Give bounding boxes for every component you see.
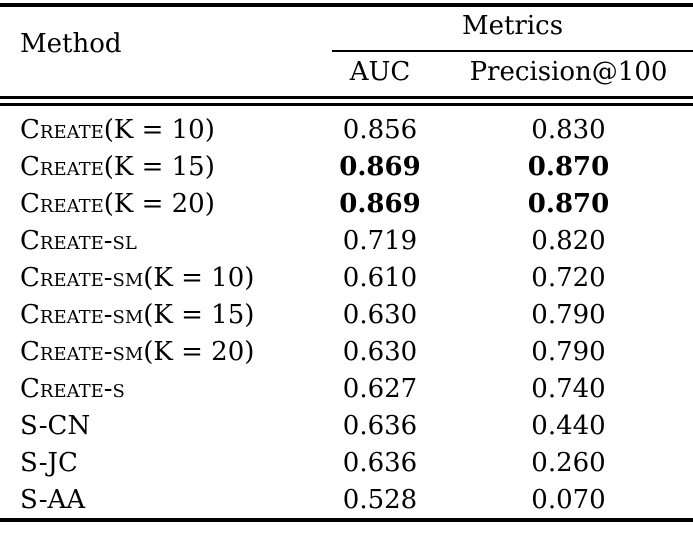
auc-cell: 0.610 <box>342 262 418 293</box>
table-row: Create(K = 10) 0.856 0.830 <box>0 111 693 148</box>
method-cell: Create-sm(K = 20) <box>20 336 255 367</box>
column-header-auc: AUC <box>332 50 428 106</box>
header-row-columns: AUC Precision@100 <box>0 50 693 106</box>
auc-cell: 0.856 <box>342 114 418 145</box>
table-row: S-CN 0.636 0.440 <box>0 407 693 444</box>
tbody-top-spacer <box>0 101 693 111</box>
precision-cell: 0.070 <box>531 484 606 515</box>
method-cell: S-AA <box>20 484 86 515</box>
auc-cell: 0.636 <box>342 410 418 441</box>
precision-cell: 0.740 <box>531 373 606 404</box>
header-row-group: Method Metrics <box>0 5 693 106</box>
precision-cell: 0.870 <box>527 188 610 219</box>
table-row: S-JC 0.636 0.260 <box>0 444 693 481</box>
table-row: Create-s 0.627 0.740 <box>0 370 693 407</box>
method-cell: Create(K = 10) <box>20 114 215 145</box>
table-row: Create(K = 15) 0.869 0.870 <box>0 148 693 185</box>
auc-cell: 0.636 <box>342 447 418 478</box>
table-row: Create-sm(K = 20) 0.630 0.790 <box>0 333 693 370</box>
precision-cell: 0.830 <box>531 114 606 145</box>
method-cell: Create-sm(K = 15) <box>20 299 255 330</box>
precision-cell: 0.260 <box>531 447 606 478</box>
column-header-method: Method <box>0 5 332 106</box>
table-row: Create(K = 20) 0.869 0.870 <box>0 185 693 222</box>
table-body: Create(K = 10) 0.856 0.830 Create(K = 15… <box>0 101 693 520</box>
auc-cell: 0.528 <box>342 484 418 515</box>
method-cell: Create(K = 15) <box>20 151 215 182</box>
auc-cell: 0.869 <box>339 188 421 219</box>
table-row: Create-sm(K = 15) 0.630 0.790 <box>0 296 693 333</box>
method-cell: Create-s <box>20 373 125 404</box>
auc-cell: 0.630 <box>342 299 418 330</box>
column-header-precision: Precision@100 <box>428 50 693 106</box>
method-cell: Create-sm(K = 10) <box>20 262 255 293</box>
method-cell: S-CN <box>20 410 91 441</box>
table-row: Create-sm(K = 10) 0.610 0.720 <box>0 259 693 296</box>
table-header: Method Metrics AUC Precision@100 <box>0 5 693 106</box>
auc-cell: 0.869 <box>339 151 421 182</box>
precision-cell: 0.870 <box>527 151 610 182</box>
auc-cell: 0.630 <box>342 336 418 367</box>
column-group-header-metrics: Metrics <box>461 10 564 41</box>
table-row: S-AA 0.528 0.070 <box>0 481 693 520</box>
precision-cell: 0.790 <box>531 299 606 330</box>
precision-cell: 0.790 <box>531 336 606 367</box>
method-cell: Create-sl <box>20 225 137 256</box>
method-cell: Create(K = 20) <box>20 188 215 219</box>
precision-cell: 0.820 <box>531 225 606 256</box>
method-cell: S-JC <box>20 447 78 478</box>
results-table: Method Metrics AUC Precision@100 Create(… <box>0 3 693 522</box>
precision-cell: 0.720 <box>531 262 606 293</box>
auc-cell: 0.627 <box>342 373 418 404</box>
table-row: Create-sl 0.719 0.820 <box>0 222 693 259</box>
precision-cell: 0.440 <box>531 410 606 441</box>
auc-cell: 0.719 <box>342 225 418 256</box>
